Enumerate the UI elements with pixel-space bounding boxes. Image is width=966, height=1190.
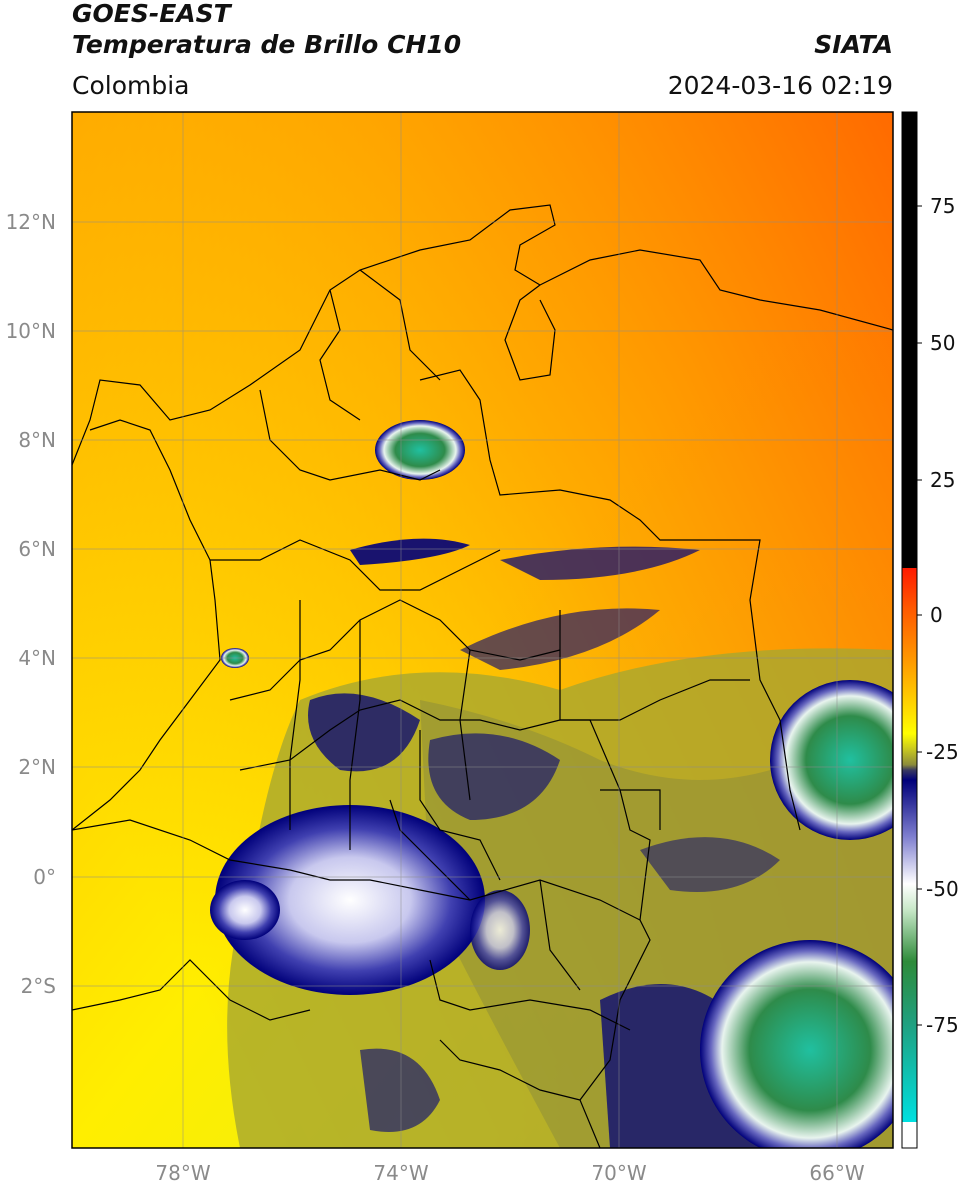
lon-label-78w: 78°W bbox=[155, 1161, 210, 1185]
colorbar-tick-0: 0 bbox=[930, 603, 943, 627]
lon-label-74w: 74°W bbox=[373, 1161, 428, 1185]
colorbar-tick-25: 25 bbox=[930, 468, 955, 492]
lat-label-2n: 2°N bbox=[18, 755, 56, 779]
satellite-title: GOES-EAST bbox=[72, 0, 231, 28]
colorbar-tick-50: 50 bbox=[930, 331, 955, 355]
colorbar-tick-neg25: -25 bbox=[926, 740, 959, 764]
lat-label-8n: 8°N bbox=[18, 428, 56, 452]
colorbar-tick-neg75: -75 bbox=[926, 1013, 959, 1037]
datetime-label: 2024-03-16 02:19 bbox=[667, 71, 893, 100]
lat-label-0: 0° bbox=[33, 865, 56, 889]
lat-label-12n: 12°N bbox=[6, 210, 56, 234]
country-borders bbox=[72, 204, 893, 1148]
colorbar-tick-neg50: -50 bbox=[926, 877, 959, 901]
lat-label-2s: 2°S bbox=[21, 974, 56, 998]
lon-label-70w: 70°W bbox=[591, 1161, 646, 1185]
colorbar-tick-75: 75 bbox=[930, 194, 955, 218]
lon-label-66w: 66°W bbox=[809, 1161, 864, 1185]
satellite-field bbox=[72, 112, 893, 1148]
lat-label-10n: 10°N bbox=[6, 319, 56, 343]
map-frame bbox=[71, 111, 894, 1149]
lat-label-4n: 4°N bbox=[18, 646, 56, 670]
lat-label-6n: 6°N bbox=[18, 537, 56, 561]
region-label: Colombia bbox=[72, 71, 190, 100]
colorbar bbox=[901, 111, 918, 1149]
agency-label: SIATA bbox=[814, 30, 893, 59]
product-title: Temperatura de Brillo CH10 bbox=[72, 30, 462, 59]
graticule bbox=[72, 112, 893, 1148]
